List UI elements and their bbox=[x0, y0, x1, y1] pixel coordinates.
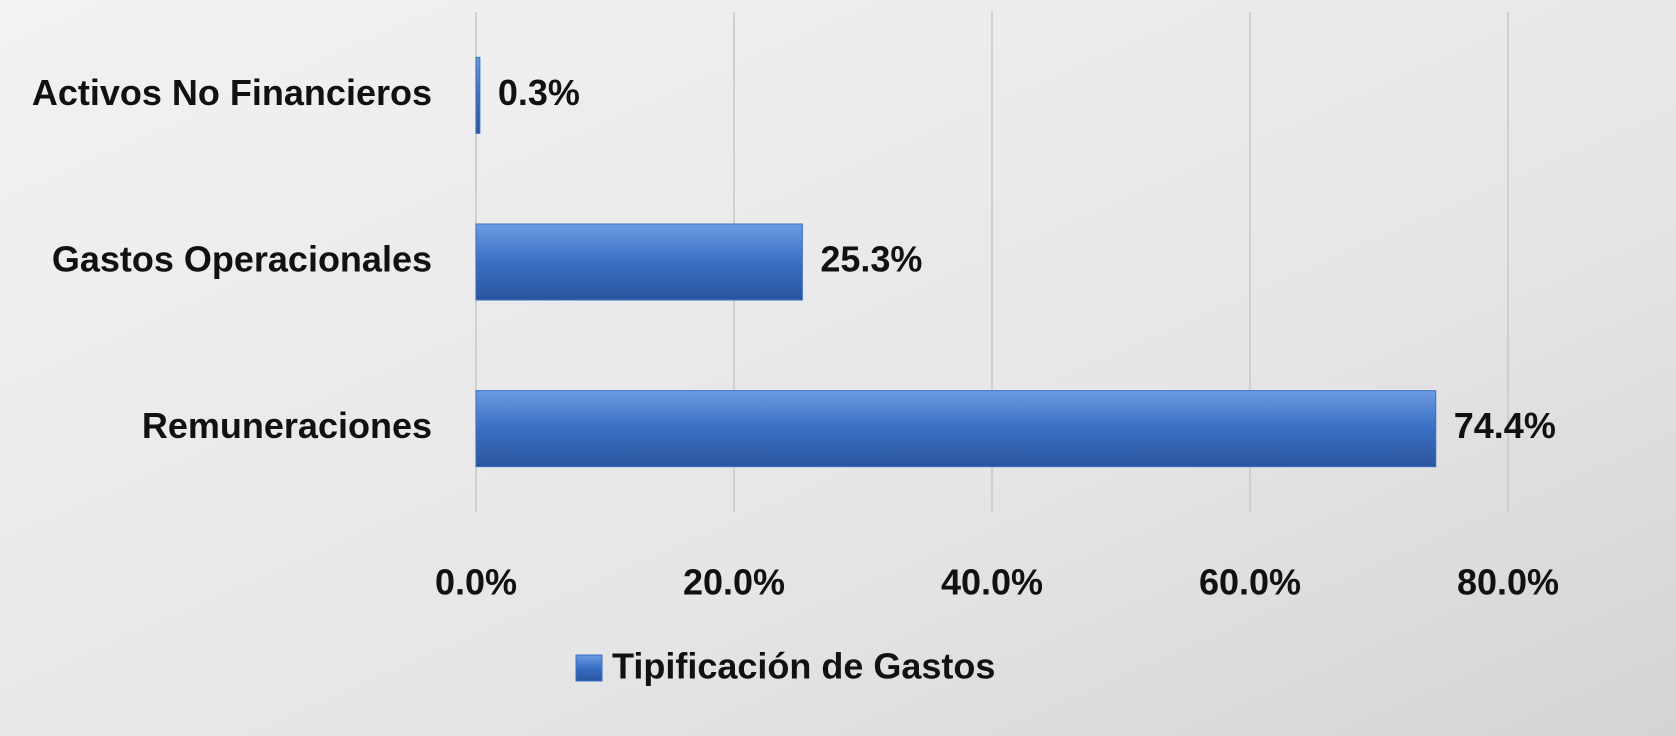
x-tick-label: 20.0% bbox=[683, 562, 785, 603]
y-tick-label: Activos No Financieros bbox=[32, 72, 432, 113]
value-label: 74.4% bbox=[1454, 405, 1556, 446]
y-tick-label: Remuneraciones bbox=[142, 405, 432, 446]
value-label: 0.3% bbox=[498, 72, 580, 113]
value-label: 25.3% bbox=[820, 239, 922, 280]
legend-swatch bbox=[576, 655, 602, 681]
x-tick-label: 80.0% bbox=[1457, 562, 1559, 603]
x-tick-label: 0.0% bbox=[435, 562, 517, 603]
y-tick-label: Gastos Operacionales bbox=[52, 239, 432, 280]
bar bbox=[476, 391, 1436, 467]
x-tick-label: 60.0% bbox=[1199, 562, 1301, 603]
bar bbox=[476, 224, 802, 300]
bar bbox=[476, 57, 480, 133]
x-tick-label: 40.0% bbox=[941, 562, 1043, 603]
legend-label: Tipificación de Gastos bbox=[612, 646, 995, 687]
chart: 0.0% 20.0% 40.0% 60.0% 80.0% Activos No Finan… bbox=[0, 0, 1676, 736]
